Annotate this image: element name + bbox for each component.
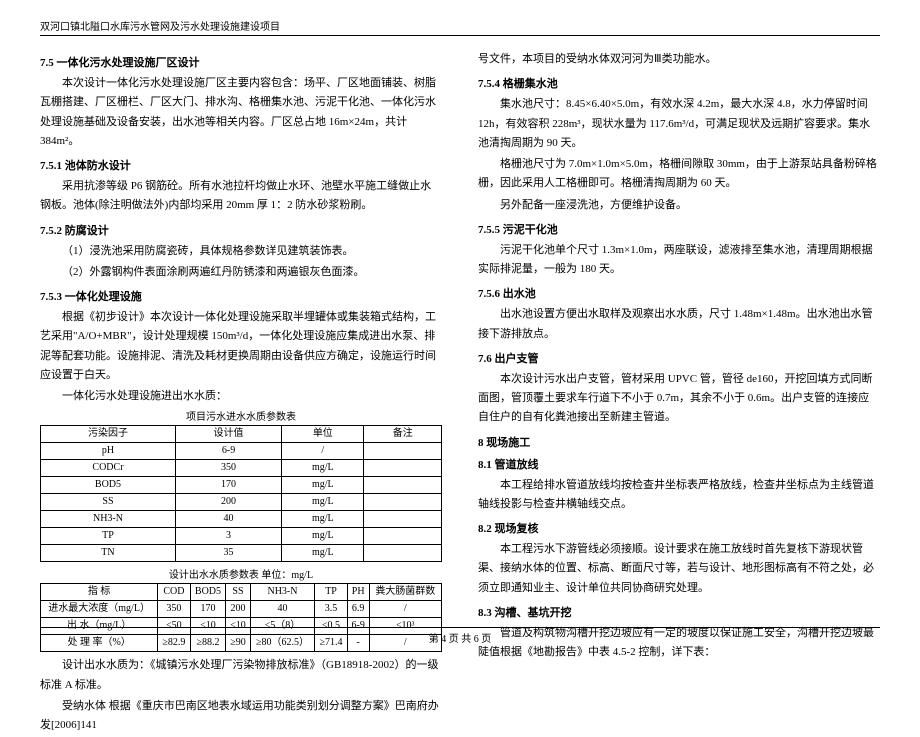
para: 本工程污水下游管线必须接顺。设计要求在施工放线时首先复核下游现状管渠、接纳水体的… (478, 540, 880, 598)
td: 170 (190, 601, 226, 618)
td: mg/L (282, 511, 364, 528)
td (364, 528, 442, 545)
td (364, 460, 442, 477)
section-7-6: 7.6 出户支管 (478, 350, 880, 366)
para: 一体化污水处理设施进出水水质： (40, 387, 442, 406)
th: PH (347, 584, 369, 601)
td: 350 (175, 460, 281, 477)
td: TP (41, 528, 176, 545)
th: 污染因子 (41, 426, 176, 443)
th: 单位 (282, 426, 364, 443)
section-7-5-3: 7.5.3 一体化处理设施 (40, 288, 442, 304)
td (364, 511, 442, 528)
para: 本次设计污水出户支管，管材采用 UPVC 管，管径 de160，开挖回填方式同断… (478, 370, 880, 428)
td (364, 477, 442, 494)
td: 35 (175, 545, 281, 562)
page-footer: 第 4 页 共 6 页 (0, 627, 920, 645)
td: mg/L (282, 477, 364, 494)
para: 设计出水水质为：《城镇污水处理厂污染物排放标准》（GB18918-2002）的一… (40, 656, 442, 695)
section-7-5: 7.5 一体化污水处理设施厂区设计 (40, 54, 442, 70)
page-number: 第 4 页 共 6 页 (429, 634, 492, 645)
th: 设计值 (175, 426, 281, 443)
section-7-5-5: 7.5.5 污泥干化池 (478, 221, 880, 237)
td: NH3-N (41, 511, 176, 528)
td: pH (41, 443, 176, 460)
td: 200 (175, 494, 281, 511)
para: （2）外露钢构件表面涂刷两遍红丹防锈漆和两遍银灰色面漆。 (40, 263, 442, 282)
td (364, 545, 442, 562)
td: 170 (175, 477, 281, 494)
th: NH3-N (250, 584, 315, 601)
td: CODCr (41, 460, 176, 477)
td: 进水最大浓度（mg/L） (41, 601, 158, 618)
td: 200 (226, 601, 250, 618)
para: 污泥干化池单个尺寸 1.3m×1.0m，两座联设，滤液排至集水池，清理周期根据实… (478, 241, 880, 280)
td: 40 (250, 601, 315, 618)
table2-title: 设计出水水质参数表 单位：mg/L (40, 566, 442, 581)
section-7-5-4: 7.5.4 格栅集水池 (478, 75, 880, 91)
th: TP (315, 584, 347, 601)
td: SS (41, 494, 176, 511)
td (364, 494, 442, 511)
td (364, 443, 442, 460)
td: 3.5 (315, 601, 347, 618)
para: 格栅池尺寸为 7.0m×1.0m×5.0m，格栅间隙取 30mm，由于上游泵站具… (478, 155, 880, 194)
td: / (369, 601, 441, 618)
para: 根据《初步设计》本次设计一体化处理设施采取半埋罐体或集装箱式结构，工艺采用"A/… (40, 308, 442, 385)
td: BOD5 (41, 477, 176, 494)
section-8-3: 8.3 沟槽、基坑开挖 (478, 604, 880, 620)
td: mg/L (282, 494, 364, 511)
td: 350 (158, 601, 190, 618)
td: TN (41, 545, 176, 562)
td: 6.9 (347, 601, 369, 618)
para: 号文件，本项目的受纳水体双河河为Ⅲ类功能水。 (478, 50, 880, 69)
para: 集水池尺寸：8.45×6.40×5.0m，有效水深 4.2m，最大水深 4.8，… (478, 95, 880, 153)
table1-title: 项目污水进水水质参数表 (40, 408, 442, 423)
para: 受纳水体 根据《重庆市巴南区地表水域运用功能类别划分调整方案》巴南府办发[200… (40, 697, 442, 736)
th: 指 标 (41, 584, 158, 601)
td: 3 (175, 528, 281, 545)
td: / (282, 443, 364, 460)
th: COD (158, 584, 190, 601)
para: 另外配备一座浸洗池，方便维护设备。 (478, 196, 880, 215)
section-8-1: 8.1 管道放线 (478, 456, 880, 472)
page-header: 双河口镇北隘口水库污水管网及污水处理设施建设项目 (40, 18, 880, 36)
para: 出水池设置方便出水取样及观察出水水质，尺寸 1.48m×1.48m。出水池出水管… (478, 305, 880, 344)
th: SS (226, 584, 250, 601)
section-8: 8 现场施工 (478, 434, 880, 450)
section-7-5-2: 7.5.2 防腐设计 (40, 222, 442, 238)
th: 粪大肠菌群数 (369, 584, 441, 601)
section-7-5-1: 7.5.1 池体防水设计 (40, 157, 442, 173)
td: mg/L (282, 528, 364, 545)
section-8-2: 8.2 现场复核 (478, 520, 880, 536)
para: 采用抗渗等级 P6 钢筋砼。所有水池拉杆均做止水环、池壁水平施工缝做止水钢板。池… (40, 177, 442, 216)
section-7-5-6: 7.5.6 出水池 (478, 285, 880, 301)
th: BOD5 (190, 584, 226, 601)
td: mg/L (282, 460, 364, 477)
para: （1）浸洗池采用防腐瓷砖，具体规格参数详见建筑装饰表。 (40, 242, 442, 261)
para: 本工程给排水管道放线均按检查井坐标表严格放线，检查井坐标点为主线管道轴线投影与检… (478, 476, 880, 515)
inlet-water-table: 污染因子 设计值 单位 备注 pH6-9/ CODCr350mg/L BOD51… (40, 425, 442, 562)
td: 40 (175, 511, 281, 528)
th: 备注 (364, 426, 442, 443)
td: 6-9 (175, 443, 281, 460)
para: 本次设计一体化污水处理设施厂区主要内容包含：场平、厂区地面铺装、树脂瓦棚搭建、厂… (40, 74, 442, 151)
td: mg/L (282, 545, 364, 562)
